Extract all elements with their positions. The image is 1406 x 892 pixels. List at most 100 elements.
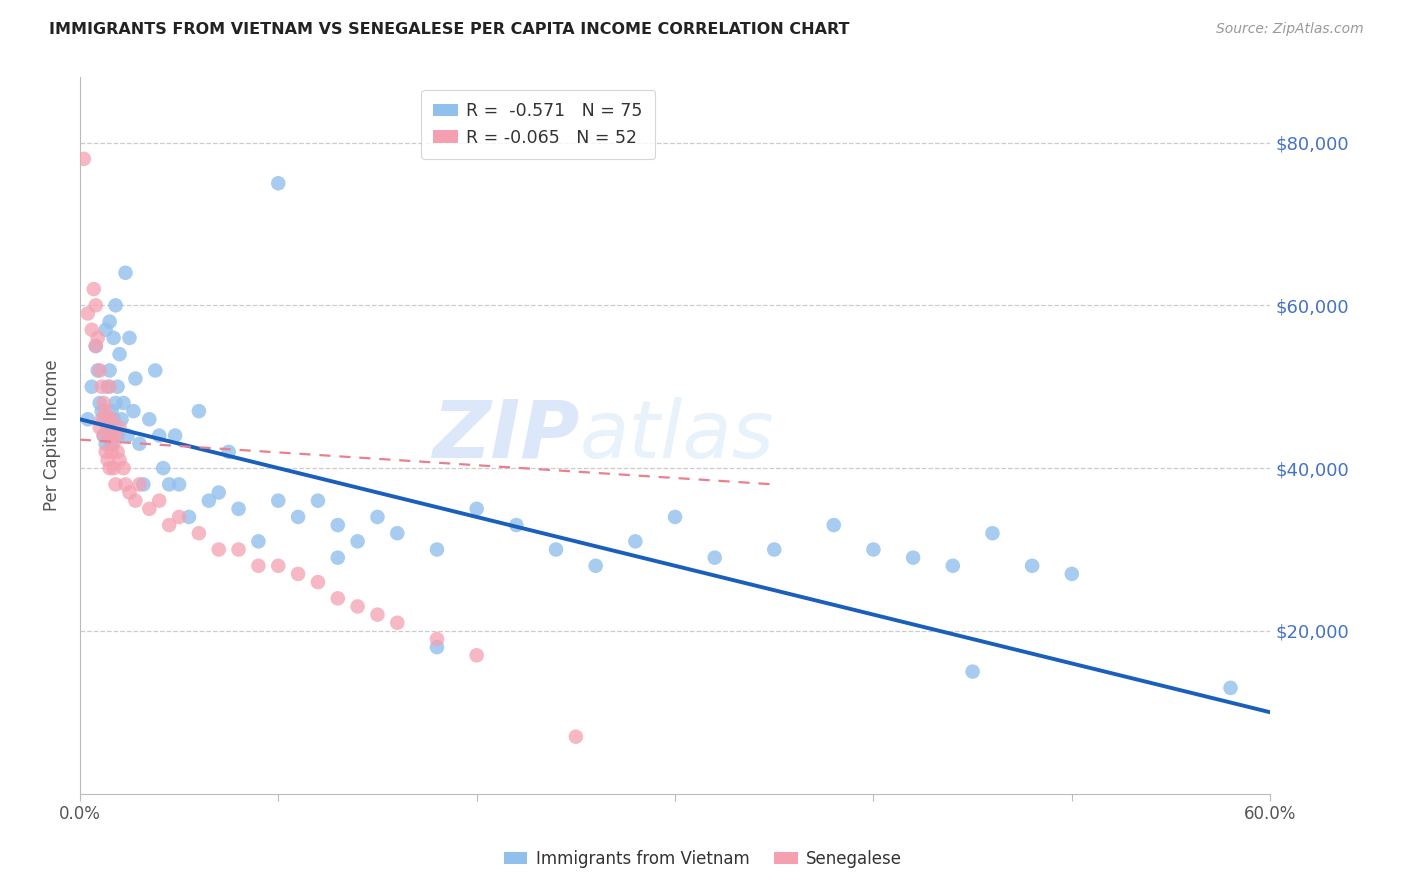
Point bbox=[148, 493, 170, 508]
Point bbox=[247, 558, 270, 573]
Point bbox=[138, 501, 160, 516]
Point bbox=[942, 558, 965, 573]
Point bbox=[84, 298, 107, 312]
Point bbox=[167, 510, 190, 524]
Point bbox=[287, 510, 309, 524]
Point bbox=[98, 380, 121, 394]
Point bbox=[104, 396, 127, 410]
Point bbox=[117, 428, 139, 442]
Point bbox=[157, 477, 180, 491]
Point bbox=[157, 518, 180, 533]
Legend: R =  -0.571   N = 75, R = -0.065   N = 52: R = -0.571 N = 75, R = -0.065 N = 52 bbox=[422, 90, 655, 159]
Point bbox=[87, 331, 110, 345]
Point bbox=[366, 607, 388, 622]
Point bbox=[93, 412, 115, 426]
Point bbox=[76, 412, 98, 426]
Point bbox=[124, 371, 146, 385]
Point bbox=[208, 542, 231, 557]
Point bbox=[267, 176, 290, 190]
Point bbox=[114, 266, 136, 280]
Point bbox=[267, 493, 290, 508]
Point bbox=[90, 412, 112, 426]
Point bbox=[703, 550, 725, 565]
Point bbox=[73, 152, 96, 166]
Point bbox=[624, 534, 647, 549]
Point bbox=[89, 420, 111, 434]
Point bbox=[97, 412, 120, 426]
Point bbox=[94, 323, 117, 337]
Point bbox=[1219, 681, 1241, 695]
Point bbox=[426, 632, 449, 646]
Point bbox=[366, 510, 388, 524]
Point bbox=[80, 380, 103, 394]
Point bbox=[326, 518, 349, 533]
Point bbox=[97, 420, 120, 434]
Point bbox=[108, 420, 131, 434]
Point bbox=[307, 575, 329, 590]
Point bbox=[93, 396, 115, 410]
Point bbox=[387, 526, 409, 541]
Point bbox=[124, 493, 146, 508]
Point bbox=[228, 542, 250, 557]
Point bbox=[76, 306, 98, 320]
Point bbox=[981, 526, 1004, 541]
Point bbox=[100, 445, 122, 459]
Point bbox=[100, 436, 122, 450]
Point bbox=[862, 542, 884, 557]
Point bbox=[90, 404, 112, 418]
Point bbox=[138, 412, 160, 426]
Text: Source: ZipAtlas.com: Source: ZipAtlas.com bbox=[1216, 22, 1364, 37]
Point bbox=[107, 445, 129, 459]
Point bbox=[208, 485, 231, 500]
Point bbox=[118, 485, 141, 500]
Point bbox=[565, 730, 588, 744]
Point bbox=[152, 461, 174, 475]
Point bbox=[1021, 558, 1043, 573]
Point bbox=[107, 380, 129, 394]
Point bbox=[128, 477, 150, 491]
Point bbox=[103, 331, 125, 345]
Point bbox=[118, 331, 141, 345]
Point bbox=[326, 550, 349, 565]
Point bbox=[962, 665, 984, 679]
Point bbox=[664, 510, 686, 524]
Point bbox=[228, 501, 250, 516]
Point bbox=[187, 526, 209, 541]
Point bbox=[426, 640, 449, 655]
Point bbox=[104, 477, 127, 491]
Point bbox=[585, 558, 607, 573]
Point bbox=[93, 428, 115, 442]
Point bbox=[112, 396, 135, 410]
Point bbox=[107, 428, 129, 442]
Point bbox=[177, 510, 200, 524]
Point bbox=[97, 380, 120, 394]
Point bbox=[112, 461, 135, 475]
Legend: Immigrants from Vietnam, Senegalese: Immigrants from Vietnam, Senegalese bbox=[498, 844, 908, 875]
Point bbox=[98, 428, 121, 442]
Point bbox=[901, 550, 924, 565]
Point bbox=[90, 380, 112, 394]
Point bbox=[98, 315, 121, 329]
Point bbox=[108, 347, 131, 361]
Point bbox=[287, 566, 309, 581]
Point bbox=[103, 436, 125, 450]
Point bbox=[128, 436, 150, 450]
Point bbox=[132, 477, 155, 491]
Point bbox=[89, 396, 111, 410]
Point bbox=[326, 591, 349, 606]
Point bbox=[505, 518, 527, 533]
Point bbox=[426, 542, 449, 557]
Point bbox=[165, 428, 187, 442]
Point bbox=[122, 404, 145, 418]
Point bbox=[87, 363, 110, 377]
Y-axis label: Per Capita Income: Per Capita Income bbox=[44, 359, 60, 511]
Point bbox=[98, 363, 121, 377]
Point bbox=[346, 599, 368, 614]
Point bbox=[465, 501, 488, 516]
Point bbox=[114, 477, 136, 491]
Point bbox=[94, 404, 117, 418]
Point bbox=[80, 323, 103, 337]
Point bbox=[307, 493, 329, 508]
Point bbox=[97, 453, 120, 467]
Point bbox=[346, 534, 368, 549]
